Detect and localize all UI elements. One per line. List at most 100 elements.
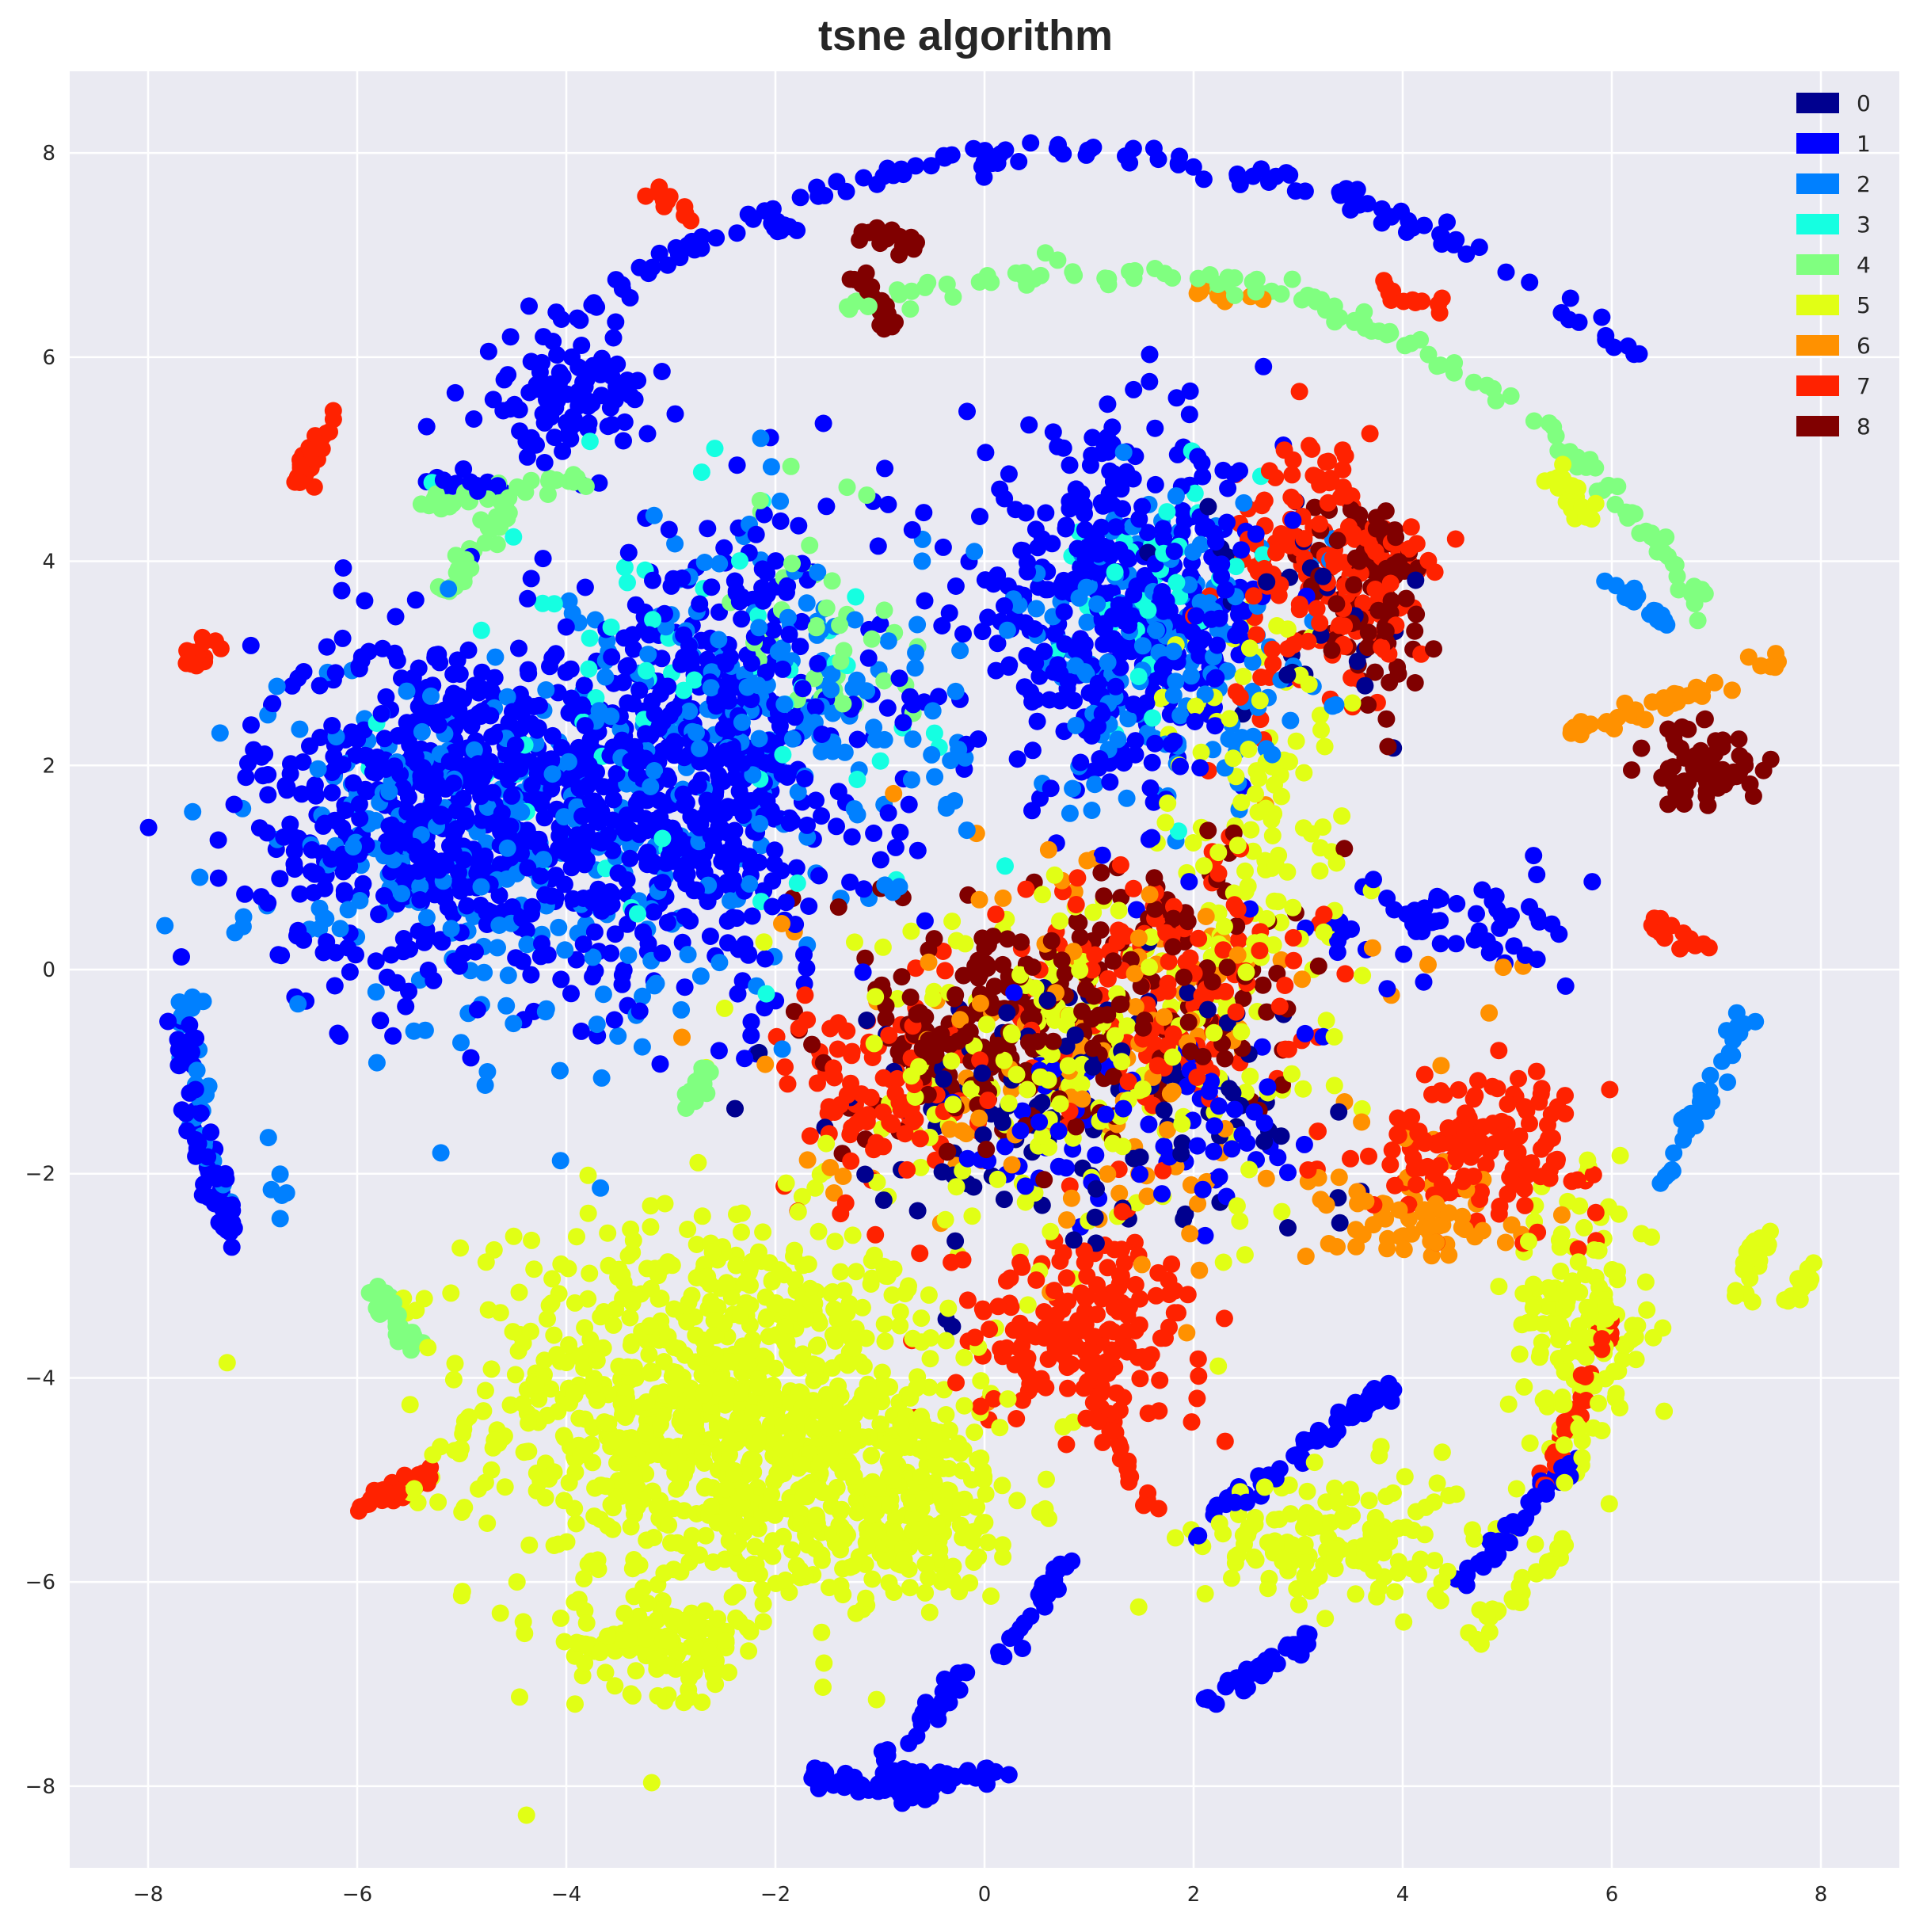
data-point: [966, 1423, 984, 1442]
data-point: [1363, 939, 1381, 957]
data-point: [1017, 504, 1035, 522]
data-point: [1358, 638, 1377, 657]
data-point: [1296, 182, 1314, 200]
data-point: [1354, 594, 1372, 612]
data-point: [930, 688, 947, 706]
data-point: [1559, 1192, 1577, 1210]
data-point: [604, 1316, 623, 1334]
data-point: [406, 591, 425, 609]
data-point: [1699, 796, 1717, 814]
data-point: [1515, 1378, 1533, 1396]
data-point: [552, 1609, 569, 1627]
data-point: [715, 999, 733, 1017]
data-point: [1181, 382, 1199, 400]
data-point: [1125, 695, 1143, 714]
data-point: [607, 313, 625, 331]
data-point: [1210, 1515, 1228, 1533]
data-point: [1366, 581, 1384, 598]
data-point: [1119, 710, 1137, 728]
data-point: [1317, 453, 1335, 471]
data-point: [898, 1160, 916, 1179]
data-point: [1325, 1077, 1343, 1095]
data-point: [863, 1446, 881, 1465]
data-point: [1229, 932, 1247, 949]
data-point: [1555, 1324, 1573, 1343]
data-point: [553, 739, 571, 756]
data-point: [908, 841, 927, 859]
data-point: [988, 634, 1007, 653]
data-point: [796, 986, 814, 1004]
data-point: [1054, 1244, 1072, 1262]
data-point: [1472, 1183, 1490, 1201]
data-point: [326, 977, 344, 995]
data-point: [455, 460, 473, 478]
data-point: [1110, 1184, 1129, 1202]
data-point: [478, 1063, 497, 1080]
data-point: [838, 1022, 856, 1040]
data-point: [736, 1050, 754, 1068]
data-point: [832, 1205, 850, 1223]
data-point: [1381, 1156, 1400, 1174]
data-point: [629, 372, 647, 390]
data-point: [1433, 1443, 1451, 1461]
data-point: [852, 1085, 870, 1103]
data-point: [786, 1241, 803, 1259]
data-point: [920, 1378, 939, 1397]
data-point: [1406, 622, 1424, 640]
data-point: [1445, 354, 1464, 372]
data-point: [1171, 707, 1190, 725]
data-point: [740, 1642, 758, 1660]
data-point: [588, 1016, 606, 1034]
data-point: [1599, 476, 1617, 494]
data-point: [615, 629, 634, 647]
data-point: [1196, 1585, 1214, 1602]
data-point: [641, 1317, 659, 1335]
data-point: [615, 558, 634, 577]
data-point: [938, 795, 956, 814]
data-point: [432, 1144, 450, 1162]
data-point: [615, 432, 632, 450]
data-point: [843, 828, 861, 846]
data-point: [1163, 1255, 1181, 1273]
data-point: [879, 804, 897, 822]
data-point: [294, 753, 312, 771]
data-point: [727, 1609, 745, 1627]
data-point: [1038, 1470, 1055, 1488]
data-point: [998, 1339, 1016, 1357]
data-point: [791, 638, 809, 656]
data-point: [604, 329, 623, 347]
data-point: [979, 608, 997, 627]
data-point: [522, 570, 540, 588]
data-point: [743, 907, 761, 925]
data-point: [858, 1113, 876, 1131]
data-point: [810, 867, 828, 885]
data-point: [1093, 1290, 1111, 1308]
data-point: [1198, 959, 1217, 977]
data-point: [1383, 1141, 1401, 1159]
data-point: [258, 824, 276, 842]
data-point: [599, 1517, 617, 1535]
data-point: [817, 1134, 836, 1153]
data-point: [798, 959, 816, 977]
data-point: [505, 1227, 523, 1245]
data-point: [271, 1210, 289, 1228]
data-point: [1210, 1168, 1228, 1186]
data-point: [982, 1587, 1000, 1605]
data-point: [793, 1187, 811, 1206]
data-point: [829, 898, 847, 916]
data-point: [1257, 1169, 1275, 1187]
data-point: [876, 1332, 894, 1351]
data-point: [1741, 775, 1759, 793]
data-point: [958, 821, 976, 840]
data-point: [947, 1374, 965, 1392]
data-point: [1520, 1233, 1537, 1251]
data-point: [1300, 675, 1318, 693]
data-point: [1499, 1095, 1517, 1113]
data-point: [1497, 263, 1515, 281]
data-point: [305, 478, 323, 496]
data-point: [1143, 753, 1161, 772]
data-point: [606, 1677, 624, 1695]
data-point: [875, 601, 893, 619]
data-point: [622, 1518, 640, 1536]
